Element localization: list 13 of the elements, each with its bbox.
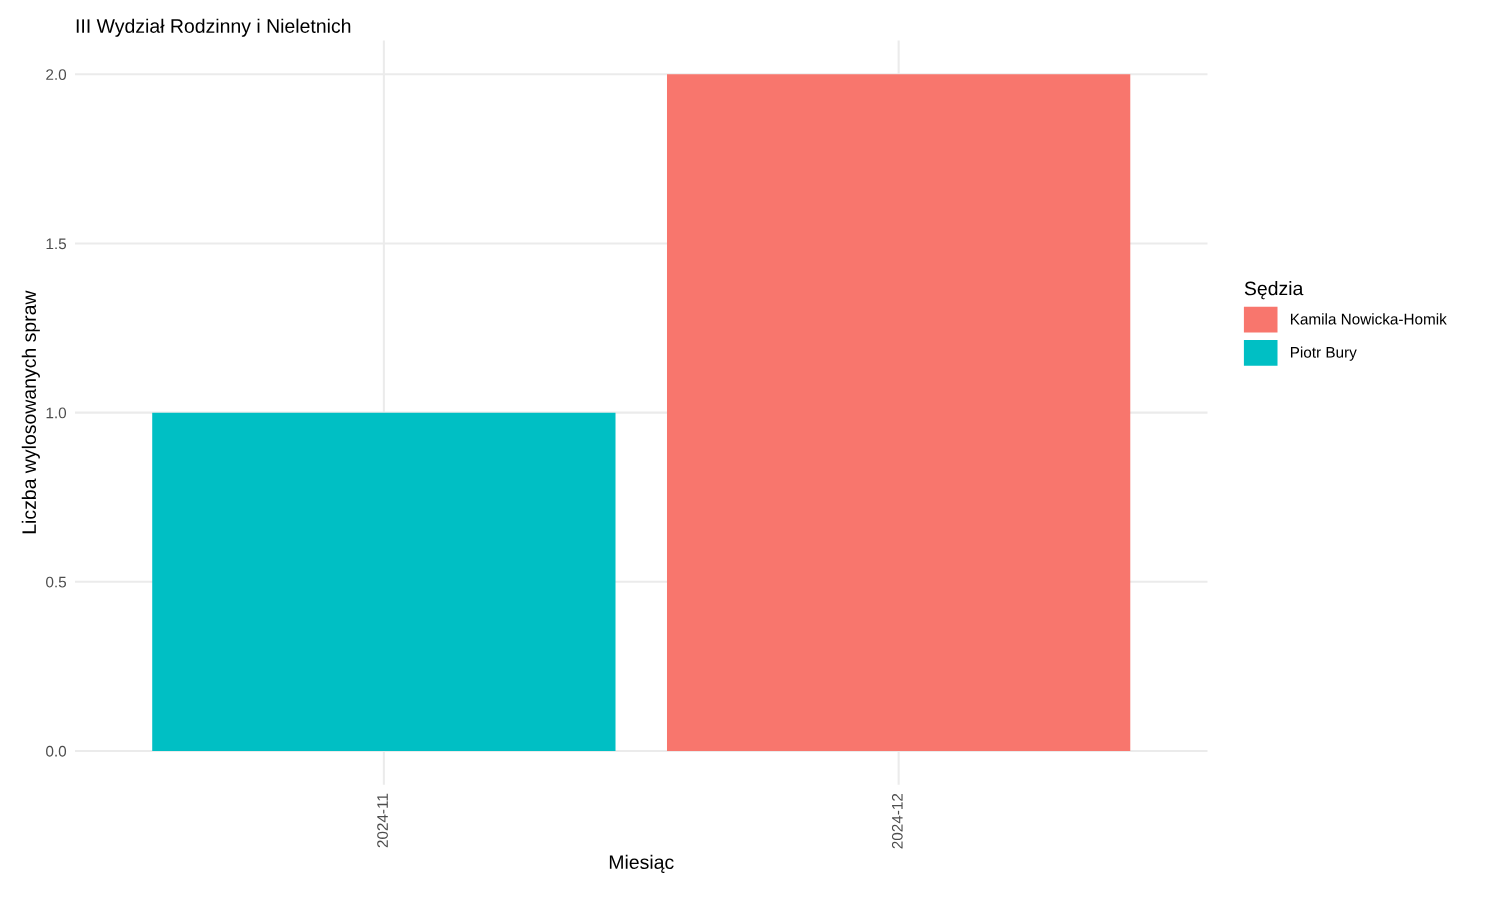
chart-title: III Wydział Rodzinny i Nieletnich	[76, 18, 351, 37]
y-axis-title: Liczba wylosowanych spraw	[21, 290, 40, 534]
legend-title: Sędzia	[1244, 281, 1304, 300]
y-tick-label: 0.0	[46, 745, 67, 757]
y-tick-label: 1.0	[46, 407, 67, 419]
y-tick-label: 2.0	[46, 69, 67, 81]
x-tick-label: 2024-12	[891, 793, 903, 849]
x-axis-title: Miesiąc	[609, 854, 674, 873]
y-tick-label: 1.5	[46, 238, 67, 250]
x-tick-label: 2024-11	[377, 793, 388, 848]
legend-label: Kamila Nowicka-Homik	[1290, 313, 1447, 325]
y-tick-label: 0.5	[46, 576, 67, 588]
legend-label: Piotr Bury	[1290, 346, 1357, 361]
